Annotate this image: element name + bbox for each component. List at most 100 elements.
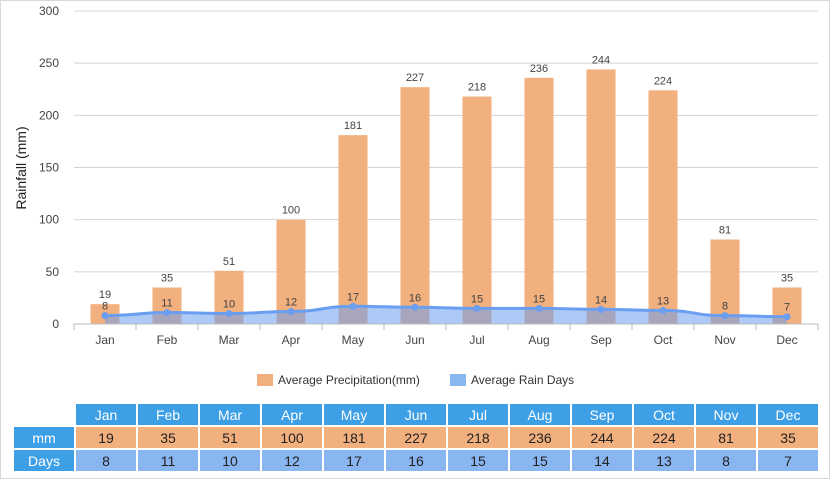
rain-days-point <box>535 304 543 312</box>
rain-days-value-label: 16 <box>409 292 421 304</box>
bar-value-label: 51 <box>223 256 235 268</box>
x-tick-label: Dec <box>776 333 797 347</box>
x-tick-label: Apr <box>282 333 301 347</box>
rain-days-value-label: 15 <box>533 293 545 305</box>
x-tick-label: Jan <box>95 333 114 347</box>
rain-days-point <box>287 307 295 315</box>
legend-swatch-precipitation <box>257 374 273 386</box>
table-cell-days: 14 <box>572 450 632 471</box>
row-header-days: Days <box>14 450 74 471</box>
rain-days-point <box>101 312 109 320</box>
y-tick-label: 150 <box>39 161 59 175</box>
rain-days-point <box>783 313 791 321</box>
y-axis-ticks: 0 50 100 150 200 250 300 <box>39 4 59 331</box>
rain-days-point <box>597 305 605 313</box>
bar-value-label: 244 <box>592 54 610 66</box>
row-header-mm: mm <box>14 427 74 448</box>
table-cell-days: 8 <box>76 450 136 471</box>
rain-days-value-label: 17 <box>347 291 359 303</box>
bar-value-label: 224 <box>654 75 672 87</box>
table-cell-mm: 51 <box>200 427 260 448</box>
table-cell-mm: 224 <box>634 427 694 448</box>
rain-days-value-label: 14 <box>595 294 607 306</box>
rain-days-value-label: 8 <box>102 301 108 313</box>
table-month-header: May <box>324 404 384 425</box>
bar-value-label: 227 <box>406 72 424 84</box>
bar-value-label: 35 <box>161 272 173 284</box>
legend: Average Precipitation(mm) Average Rain D… <box>257 373 574 387</box>
table-cell-days: 8 <box>696 450 756 471</box>
table-month-header: Sep <box>572 404 632 425</box>
rain-days-point <box>411 303 419 311</box>
rain-days-value-label: 10 <box>223 299 235 311</box>
data-labels: 19 35 51 100 181 227 218 236 244 224 81 35 8 11 10 12 17… <box>99 54 793 313</box>
bar <box>710 239 740 324</box>
bar-value-label: 100 <box>282 205 300 217</box>
x-tick-label: Feb <box>157 333 178 347</box>
table-cell-days: 7 <box>758 450 818 471</box>
table-month-header: Jan <box>76 404 136 425</box>
table-month-header: Nov <box>696 404 756 425</box>
table-cell-days: 15 <box>448 450 508 471</box>
table-cell-mm: 181 <box>324 427 384 448</box>
table-cell-mm: 244 <box>572 427 632 448</box>
rain-days-point <box>473 304 481 312</box>
x-tick-label: Aug <box>528 333 549 347</box>
table-cell-days: 13 <box>634 450 694 471</box>
table-month-header: Jul <box>448 404 508 425</box>
grid-lines <box>74 10 818 325</box>
table-month-header: Jun <box>386 404 446 425</box>
rain-days-point <box>659 306 667 314</box>
table-month-header: Dec <box>758 404 818 425</box>
bar-value-label: 19 <box>99 289 111 301</box>
legend-label-precipitation: Average Precipitation(mm) <box>278 373 420 387</box>
table-cell-mm: 35 <box>758 427 818 448</box>
table-month-header: Oct <box>634 404 694 425</box>
x-axis: Jan Feb Mar Apr May Jun Jul Aug Sep Oct Nov Dec <box>73 323 819 347</box>
table-cell-days: 15 <box>510 450 570 471</box>
y-tick-label: 250 <box>39 56 59 70</box>
table-month-header: Apr <box>262 404 322 425</box>
bar-value-label: 81 <box>719 224 731 236</box>
legend-swatch-rain-days <box>450 374 466 386</box>
rain-days-point <box>721 312 729 320</box>
table-month-header: Feb <box>138 404 198 425</box>
table-month-header: Aug <box>510 404 570 425</box>
bar-value-label: 35 <box>781 272 793 284</box>
bar <box>524 77 554 324</box>
data-table: Jan Feb Mar Apr May Jun Jul Aug Sep Oct Nov Dec mm … <box>12 402 820 473</box>
table-cell-mm: 19 <box>76 427 136 448</box>
bar-value-label: 236 <box>530 63 548 75</box>
x-tick-label: Jun <box>405 333 424 347</box>
table-cell-mm: 35 <box>138 427 198 448</box>
rain-days-line <box>104 304 788 319</box>
x-tick-label: Mar <box>219 333 240 347</box>
rain-days-value-label: 15 <box>471 293 483 305</box>
table-cell-mm: 100 <box>262 427 322 448</box>
y-tick-label: 0 <box>52 317 59 331</box>
table-cell-mm: 236 <box>510 427 570 448</box>
table-cell-days: 16 <box>386 450 446 471</box>
x-tick-label: Oct <box>654 333 673 347</box>
rainfall-chart: 0 50 100 150 200 250 300 Jan Feb Mar Apr May Jun Jul… <box>13 4 819 387</box>
table-cell-mm: 218 <box>448 427 508 448</box>
table-row-months: Jan Feb Mar Apr May Jun Jul Aug Sep Oct Nov Dec <box>14 404 818 425</box>
x-tick-label: Nov <box>714 333 735 347</box>
table-month-header: Mar <box>200 404 260 425</box>
table-cell-mm: 81 <box>696 427 756 448</box>
x-tick-label: Sep <box>590 333 612 347</box>
y-tick-label: 50 <box>46 265 60 279</box>
x-tick-label: Jul <box>469 333 484 347</box>
table-cell-mm: 227 <box>386 427 446 448</box>
rain-days-point <box>225 310 233 318</box>
legend-label-rain-days: Average Rain Days <box>471 373 574 387</box>
bar-value-label: 181 <box>344 120 362 132</box>
bar <box>586 69 616 324</box>
rain-days-value-label: 13 <box>657 295 669 307</box>
rain-days-value-label: 11 <box>161 298 172 310</box>
rain-days-point <box>349 302 357 310</box>
table-cell-days: 10 <box>200 450 260 471</box>
table-row-days: Days 8 11 10 12 17 16 15 15 14 13 8 7 <box>14 450 818 471</box>
table-cell-days: 17 <box>324 450 384 471</box>
y-tick-label: 300 <box>39 4 59 18</box>
